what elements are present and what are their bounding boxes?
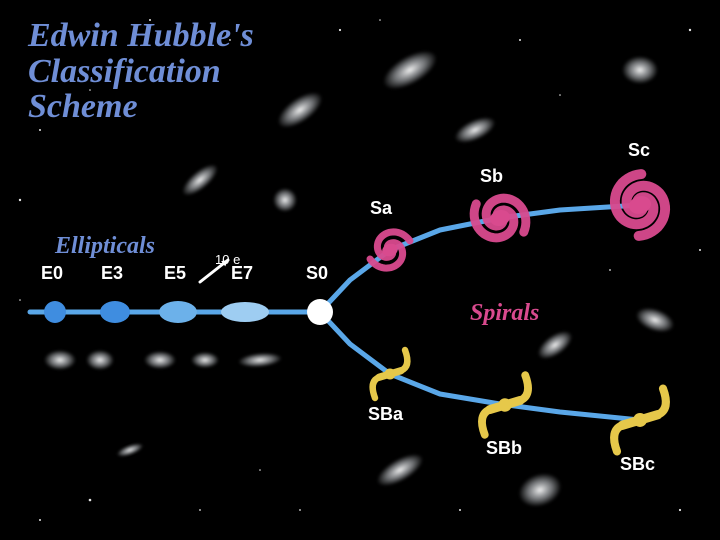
label-Sc: Sc (628, 140, 650, 161)
label-Sb: Sb (480, 166, 503, 187)
node-E7 (221, 302, 269, 322)
category-ellipticals: Ellipticals (55, 233, 155, 260)
background-galaxy (622, 56, 658, 84)
label-SBb: SBb (486, 438, 522, 459)
label-Sa: Sa (370, 198, 392, 219)
background-galaxy (44, 350, 76, 370)
background-galaxy (451, 112, 499, 149)
background-galaxy (377, 43, 443, 97)
background-galaxy (514, 467, 566, 512)
node-E0 (44, 301, 66, 323)
background-galaxy (86, 350, 114, 370)
label-E7: E7 (231, 263, 253, 284)
background-galaxy (191, 352, 219, 368)
label-E5: E5 (164, 263, 186, 284)
galaxy-Sa (365, 228, 416, 272)
category-spirals: Spirals (470, 300, 539, 327)
galaxy-Sc (609, 170, 671, 240)
label-S0: S0 (306, 263, 328, 284)
background-galaxy (144, 351, 176, 369)
label-SBa: SBa (368, 404, 403, 425)
background-galaxy (533, 325, 577, 364)
background-galaxy (632, 303, 677, 337)
galaxy-Sb (471, 192, 529, 243)
node-S0 (307, 299, 333, 325)
node-E3 (100, 301, 130, 323)
diagram-title: Edwin Hubble's Classification Scheme (28, 18, 254, 125)
label-E3: E3 (101, 263, 123, 284)
background-galaxy (272, 85, 328, 134)
background-galaxy (237, 351, 282, 369)
galaxy-SBa (373, 350, 408, 398)
hubble-tuning-fork-diagram: Edwin Hubble's Classification Scheme Elli… (0, 0, 720, 540)
node-E5 (159, 301, 197, 323)
background-galaxy (177, 159, 222, 201)
background-galaxy (273, 188, 297, 212)
label-E0: E0 (41, 263, 63, 284)
background-galaxy (372, 447, 428, 492)
label-SBc: SBc (620, 454, 655, 475)
background-galaxy (115, 441, 145, 460)
